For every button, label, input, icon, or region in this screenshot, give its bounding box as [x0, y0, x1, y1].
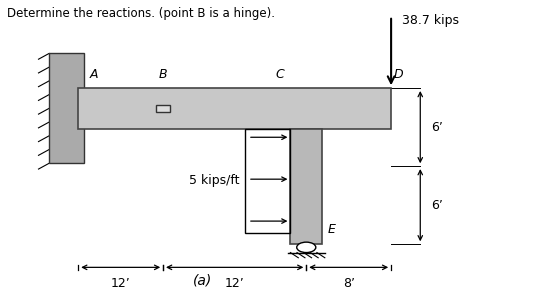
Text: 12’: 12’ [225, 277, 245, 290]
Bar [49, 54, 84, 163]
Text: Determine the reactions. (point B is a hinge).: Determine the reactions. (point B is a h… [7, 7, 274, 20]
Text: 12’: 12’ [111, 277, 131, 290]
Bar [157, 105, 169, 112]
Bar [290, 128, 322, 244]
Text: (a): (a) [193, 274, 213, 288]
Text: 6’: 6’ [431, 121, 443, 134]
Text: B: B [159, 68, 167, 81]
Text: 5 kips/ft: 5 kips/ft [190, 174, 240, 187]
Circle shape [297, 242, 316, 253]
Text: C: C [276, 68, 284, 81]
Text: 6’: 6’ [431, 199, 443, 212]
Text: E: E [327, 223, 335, 236]
Bar [78, 88, 391, 128]
Text: A: A [90, 68, 99, 81]
Text: 8’: 8’ [343, 277, 354, 290]
Text: D: D [394, 68, 403, 81]
Text: 38.7 kips: 38.7 kips [402, 14, 459, 27]
Bar [245, 128, 290, 233]
